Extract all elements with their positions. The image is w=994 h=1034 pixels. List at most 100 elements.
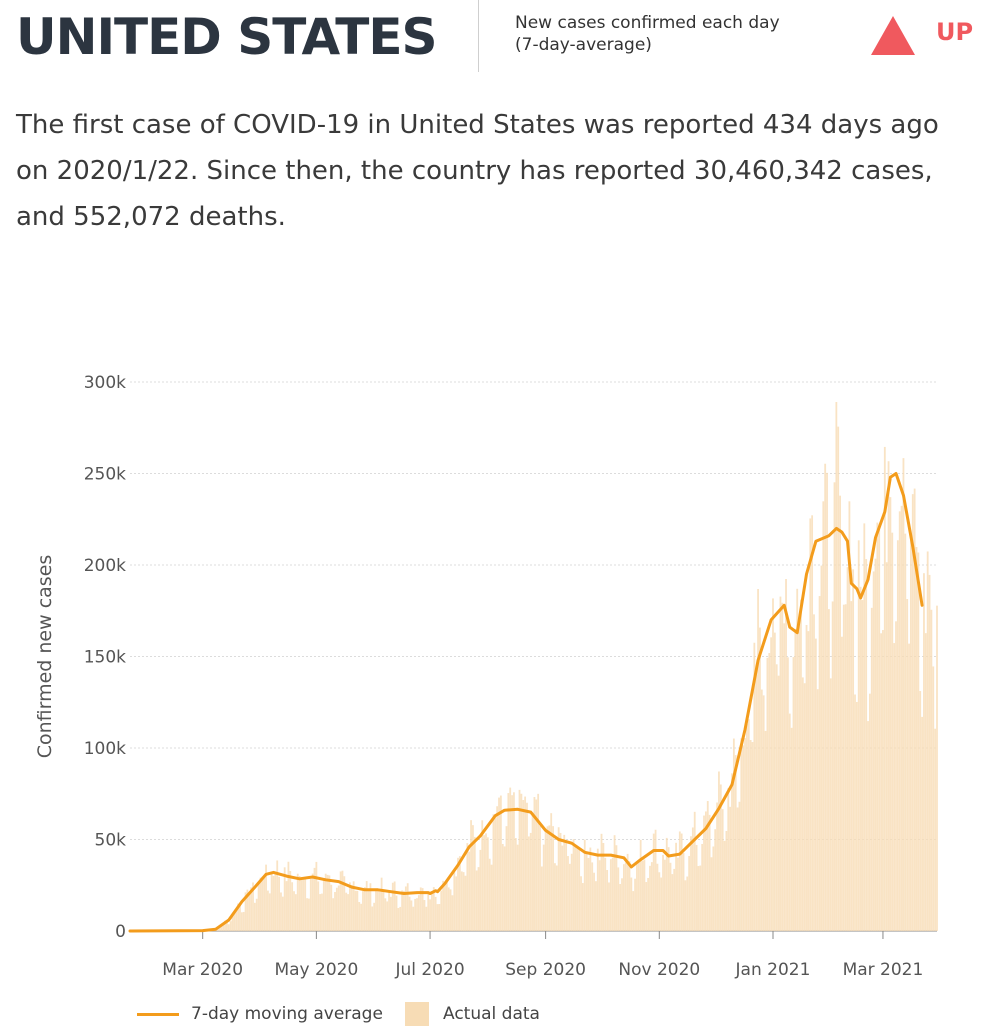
actual-data-bar xyxy=(378,891,381,931)
actual-data-bar xyxy=(891,532,894,931)
actual-data-bar xyxy=(460,871,463,931)
actual-data-bar xyxy=(412,906,415,931)
actual-data-bar xyxy=(725,830,728,931)
actual-data-bar xyxy=(520,793,523,931)
actual-data-bar xyxy=(414,898,417,931)
actual-data-bar xyxy=(319,894,322,931)
actual-data-bar xyxy=(321,893,323,931)
actual-data-bar xyxy=(649,865,651,931)
actual-data-bar xyxy=(837,426,840,931)
actual-data-bar xyxy=(887,461,890,931)
y-tick-label: 0 xyxy=(115,922,126,942)
actual-data-bar xyxy=(921,716,923,931)
actual-data-bar xyxy=(287,861,290,931)
y-tick-label: 200k xyxy=(84,556,126,576)
actual-data-bar xyxy=(576,846,579,931)
actual-data-bar xyxy=(567,856,569,931)
actual-data-bar xyxy=(593,872,595,931)
actual-data-bar xyxy=(671,874,674,931)
actual-data-bar xyxy=(268,893,271,931)
actual-data-bar xyxy=(658,872,661,931)
actual-data-bar xyxy=(686,876,689,931)
actual-data-bar xyxy=(777,675,780,931)
actual-data-bar xyxy=(662,854,664,931)
actual-data-bar xyxy=(494,818,497,931)
actual-data-bar xyxy=(419,887,422,931)
actual-data-bar xyxy=(514,838,517,931)
actual-data-bar xyxy=(244,892,247,931)
actual-data-bar xyxy=(606,869,609,931)
actual-data-bar xyxy=(714,829,717,931)
actual-data-bar xyxy=(578,847,581,931)
actual-data-bar xyxy=(902,458,905,931)
actual-data-bar xyxy=(647,877,650,931)
actual-data-bar xyxy=(803,683,806,931)
actual-data-bar xyxy=(328,875,331,931)
actual-data-bar xyxy=(546,826,549,931)
actual-data-bar xyxy=(734,755,737,931)
actual-data-bar xyxy=(306,898,308,931)
actual-data-bar xyxy=(363,887,366,931)
actual-data-bar xyxy=(693,811,696,931)
actual-data-bar xyxy=(242,911,245,931)
actual-data-bar xyxy=(304,878,307,931)
actual-data-bar xyxy=(846,567,849,931)
actual-data-bar xyxy=(604,857,607,931)
actual-data-bar xyxy=(498,797,500,931)
actual-data-bar xyxy=(565,842,568,931)
y-tick-label: 150k xyxy=(84,648,126,668)
actual-data-bar xyxy=(792,657,795,931)
actual-data-bar xyxy=(581,883,584,931)
metric-line-1: New cases confirmed each day xyxy=(515,13,780,33)
legend-item-actual-data[interactable]: Actual data xyxy=(405,1000,540,1028)
actual-data-bar xyxy=(309,878,312,931)
actual-data-bar xyxy=(663,859,666,931)
actual-data-bar xyxy=(527,836,530,931)
actual-data-bar xyxy=(898,511,901,931)
actual-data-bar xyxy=(408,896,411,931)
actual-data-bar xyxy=(291,882,294,931)
actual-data-bar xyxy=(766,657,769,931)
actual-data-bar xyxy=(397,908,400,931)
actual-data-bar xyxy=(436,904,439,931)
actual-data-bar xyxy=(854,694,856,931)
actual-data-bar xyxy=(747,719,750,931)
actual-data-bar xyxy=(716,802,718,931)
legend-item-moving-average[interactable]: 7-day moving average xyxy=(137,1000,383,1028)
actual-data-bar xyxy=(483,835,486,931)
actual-data-bar xyxy=(680,833,683,931)
actual-data-bar xyxy=(828,609,830,931)
actual-data-bar xyxy=(839,495,841,931)
actual-data-bar xyxy=(883,446,886,931)
actual-data-bar xyxy=(384,898,387,931)
actual-data-bar xyxy=(511,795,513,931)
actual-data-bar xyxy=(237,903,239,931)
actual-data-bar xyxy=(235,909,238,931)
actual-data-bar xyxy=(224,920,226,931)
actual-data-bar xyxy=(335,887,338,931)
actual-data-bar xyxy=(736,807,739,931)
actual-data-bar xyxy=(490,864,493,931)
actual-data-bar xyxy=(917,552,920,931)
actual-data-bar xyxy=(882,630,884,931)
actual-data-bar xyxy=(447,887,450,931)
actual-data-bar xyxy=(852,569,855,931)
actual-data-bar xyxy=(798,618,800,931)
actual-data-bar xyxy=(226,920,228,931)
actual-data-bar xyxy=(731,773,733,931)
legend-label-actual-data: Actual data xyxy=(443,1004,540,1024)
actual-data-bar xyxy=(345,892,348,931)
legend-label-moving-average: 7-day moving average xyxy=(191,1004,383,1024)
actual-data-bar xyxy=(934,728,937,931)
actual-data-bar xyxy=(496,806,499,931)
y-axis-label: Confirmed new cases xyxy=(34,555,56,759)
actual-data-bar xyxy=(360,903,363,931)
actual-data-bar xyxy=(924,633,927,931)
actual-data-bar xyxy=(591,862,594,931)
actual-data-bar xyxy=(796,588,799,931)
actual-data-bar xyxy=(470,820,472,931)
actual-data-bar xyxy=(772,598,774,931)
actual-data-bar xyxy=(718,771,720,931)
actual-data-bar xyxy=(900,505,903,931)
actual-data-bar xyxy=(559,832,562,931)
